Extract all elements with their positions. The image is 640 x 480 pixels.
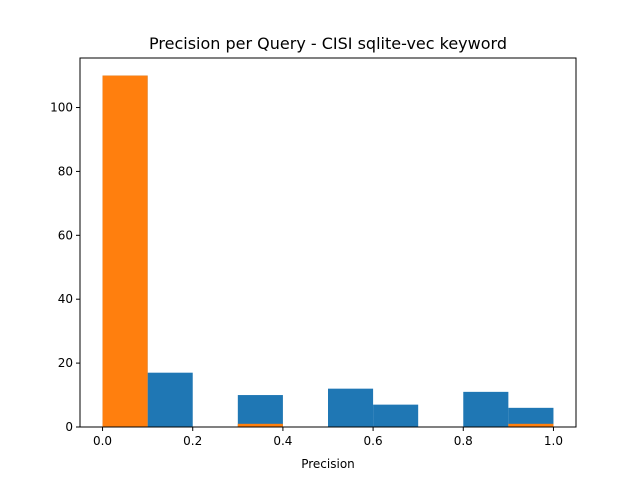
- bar-series-blue-bin-1: [147, 372, 193, 427]
- x-tick-label: 1.0: [544, 434, 563, 448]
- y-tick-label: 20: [58, 356, 73, 370]
- bar-series-blue-bin-6: [373, 404, 419, 427]
- bar-series-blue-bin-3: [237, 395, 283, 427]
- bar-series-blue-bin-9: [508, 407, 554, 427]
- bar-series-blue-bin-8: [463, 391, 509, 427]
- x-tick-label: 0.2: [183, 434, 202, 448]
- y-tick-label: 0: [65, 420, 73, 434]
- bars-group: [102, 75, 554, 428]
- y-tick-label: 60: [58, 228, 73, 242]
- bar-series-orange-bin-0: [102, 75, 148, 428]
- x-tick-label: 0.4: [273, 434, 292, 448]
- x-axis-label: Precision: [301, 457, 355, 471]
- y-tick-label: 40: [58, 292, 73, 306]
- y-tick-label: 80: [58, 164, 73, 178]
- bar-series-orange-bin-9: [508, 423, 554, 427]
- plot-frame: [79, 57, 577, 428]
- x-axis-ticks: 0.0 0.2 0.4 0.6 0.8 1.0: [93, 427, 563, 448]
- chart-title: Precision per Query - CISI sqlite-vec ke…: [149, 34, 507, 53]
- x-tick-label: 0.8: [454, 434, 473, 448]
- bar-series-blue-bin-5: [328, 388, 374, 427]
- x-tick-label: 0.0: [93, 434, 112, 448]
- y-tick-label: 100: [50, 101, 73, 115]
- x-tick-label: 0.6: [364, 434, 383, 448]
- bar-series-orange-bin-3: [237, 423, 283, 427]
- y-axis-ticks: 0 20 40 60 80 100: [50, 101, 80, 434]
